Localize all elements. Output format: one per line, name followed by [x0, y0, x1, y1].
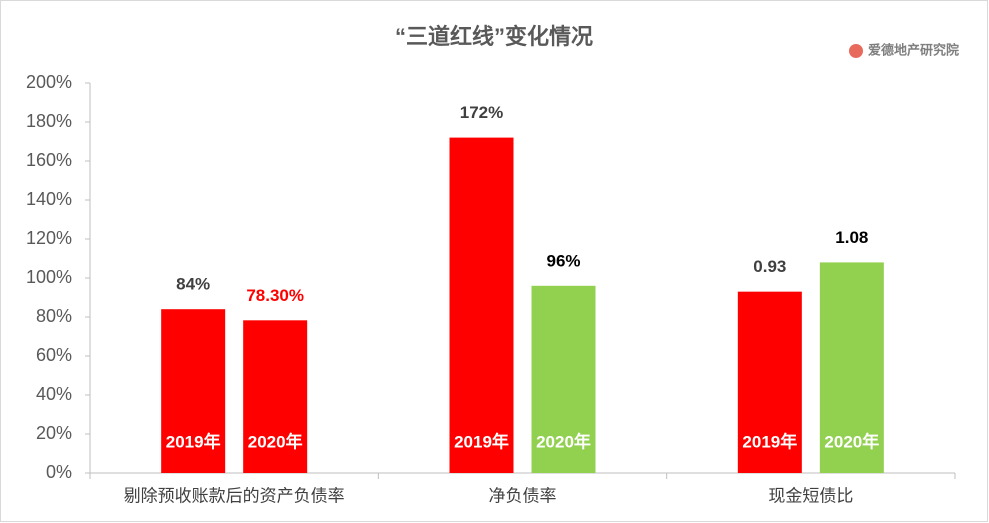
- value-label: 1.08: [835, 228, 868, 247]
- value-label: 96%: [546, 251, 580, 270]
- bar-series-label: 2020年: [824, 431, 879, 451]
- value-label: 84%: [176, 275, 210, 294]
- chart-title: “三道红线”变化情况: [395, 24, 593, 49]
- x-tick-label: 净负债率: [489, 486, 557, 505]
- value-label: 78.30%: [246, 286, 304, 305]
- logo-icon: [849, 44, 863, 58]
- bar: [449, 137, 514, 473]
- y-tick-label: 80%: [36, 306, 72, 326]
- y-tick-label: 120%: [26, 228, 72, 248]
- value-label: 172%: [460, 103, 503, 122]
- bar-series-label: 2019年: [166, 431, 221, 451]
- bar: [819, 262, 884, 473]
- x-tick-label: 现金短债比: [768, 486, 853, 505]
- bar: [737, 291, 802, 473]
- bar-series-label: 2020年: [536, 431, 591, 451]
- y-tick-label: 20%: [36, 423, 72, 443]
- bar-series-label: 2020年: [248, 431, 303, 451]
- value-label: 0.93: [753, 257, 786, 276]
- y-tick-label: 40%: [36, 384, 72, 404]
- y-tick-label: 200%: [26, 72, 72, 92]
- bar-series-label: 2019年: [454, 431, 509, 451]
- bar-series-label: 2019年: [742, 431, 797, 451]
- x-tick-label: 剔除预收账款后的资产负债率: [124, 486, 345, 505]
- bar: [161, 309, 226, 473]
- y-tick-label: 180%: [26, 111, 72, 131]
- source-label: 爱德地产研究院: [868, 42, 959, 57]
- bar: [243, 320, 308, 473]
- y-tick-label: 0%: [46, 462, 72, 482]
- bar: [531, 285, 596, 473]
- y-tick-label: 140%: [26, 189, 72, 209]
- y-tick-label: 160%: [26, 150, 72, 170]
- y-tick-label: 60%: [36, 345, 72, 365]
- y-tick-label: 100%: [26, 267, 72, 287]
